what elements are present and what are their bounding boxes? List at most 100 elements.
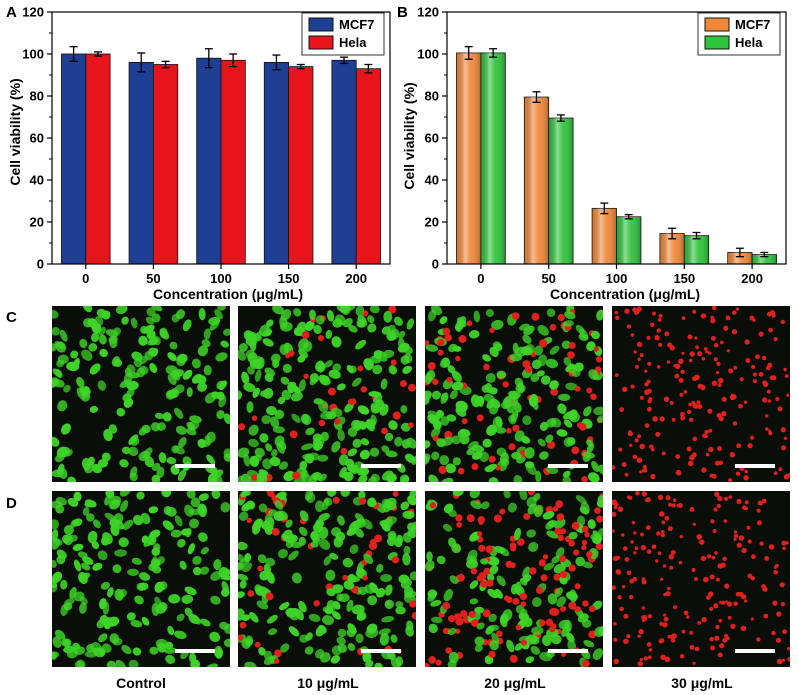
live-cell	[251, 522, 262, 531]
live-cell	[219, 621, 229, 630]
live-cell	[299, 634, 309, 643]
dead-cell	[590, 393, 597, 401]
live-cell	[88, 343, 98, 352]
micrograph-cells	[238, 306, 416, 482]
dead-cell	[759, 541, 764, 546]
live-cell	[267, 628, 278, 636]
chart-a-legend: MCF7 Hela	[301, 12, 385, 56]
panel-label-d: D	[6, 495, 17, 512]
live-cell	[143, 537, 155, 547]
dead-cell	[710, 519, 715, 524]
dead-cell	[647, 388, 652, 394]
dead-cell	[634, 364, 639, 369]
caption-10: 10 μg/mL	[297, 675, 359, 691]
dead-cell	[317, 335, 324, 341]
dead-cell	[662, 564, 667, 568]
live-cell	[381, 616, 395, 623]
chart-a-ytick-label: 40	[30, 173, 44, 188]
dead-cell	[759, 501, 763, 506]
live-cell	[493, 343, 503, 352]
chart-a-legend-swatch-mcf7	[308, 17, 334, 32]
live-cell	[106, 660, 117, 667]
live-cell	[220, 569, 230, 580]
dead-cell	[646, 549, 652, 554]
live-cell	[322, 605, 336, 613]
live-cell	[129, 435, 140, 446]
dead-cell	[733, 365, 738, 370]
chart-a-bar-mcf7-100	[196, 57, 222, 265]
live-cell	[60, 579, 68, 590]
dead-cell	[408, 383, 416, 392]
dead-cell	[710, 318, 716, 324]
live-cell	[563, 419, 573, 428]
dead-cell	[615, 315, 620, 320]
live-cell	[470, 500, 482, 510]
live-cell	[331, 441, 341, 453]
live-cell	[425, 560, 435, 572]
dead-cell	[540, 574, 548, 582]
live-cell	[206, 454, 216, 465]
live-cell	[263, 388, 274, 399]
live-cell	[138, 450, 151, 462]
live-cell	[440, 392, 449, 402]
live-cell	[259, 570, 269, 581]
dead-cell	[782, 629, 787, 635]
dead-cell	[595, 542, 603, 550]
dead-cell	[716, 577, 720, 582]
dead-cell	[728, 478, 733, 482]
live-cell	[346, 527, 357, 536]
live-cell	[76, 659, 86, 667]
dead-cell	[640, 544, 647, 551]
dead-cell	[483, 363, 490, 371]
dead-cell	[761, 498, 767, 504]
dead-cell	[672, 498, 677, 503]
dead-cell	[470, 567, 478, 575]
dead-cell	[712, 528, 717, 534]
live-cell	[127, 568, 139, 577]
dead-cell	[630, 384, 635, 389]
dead-cell	[688, 402, 692, 407]
live-cell	[582, 451, 595, 459]
live-cell	[354, 528, 364, 538]
dead-cell	[762, 380, 767, 386]
live-cell	[200, 547, 209, 555]
live-cell	[348, 324, 358, 333]
live-cell	[299, 510, 309, 522]
dead-cell	[693, 577, 698, 581]
scale-bar	[361, 464, 401, 468]
dead-cell	[702, 433, 707, 438]
live-cell	[132, 647, 142, 656]
live-cell	[290, 541, 303, 549]
dead-cell	[428, 656, 437, 664]
dead-cell	[772, 600, 778, 606]
dead-cell	[647, 614, 653, 619]
live-cell	[259, 433, 269, 443]
dead-cell	[623, 546, 628, 551]
live-cell	[519, 491, 528, 501]
dead-cell	[766, 365, 771, 371]
live-cell	[128, 372, 140, 379]
live-cell	[181, 594, 194, 604]
live-cell	[452, 457, 461, 466]
dead-cell	[769, 375, 775, 381]
live-cell	[402, 552, 411, 566]
dead-cell	[486, 579, 494, 587]
dead-cell	[657, 318, 662, 322]
chart-b-bar-shade-hela-100	[616, 216, 641, 264]
micrograph-cells	[612, 306, 790, 482]
live-cell	[315, 360, 325, 372]
live-cell	[337, 628, 347, 638]
live-cell	[301, 443, 314, 451]
live-cell	[542, 511, 555, 520]
live-cell	[66, 649, 79, 659]
live-cell	[162, 520, 174, 531]
live-cell	[54, 629, 66, 640]
dead-cell	[568, 342, 576, 349]
live-cell	[186, 491, 196, 499]
dead-cell	[658, 313, 663, 318]
dead-cell	[574, 583, 581, 590]
dead-cell	[521, 639, 527, 646]
chart-a-bar-mcf7-200	[331, 59, 357, 265]
live-cell	[181, 528, 191, 536]
